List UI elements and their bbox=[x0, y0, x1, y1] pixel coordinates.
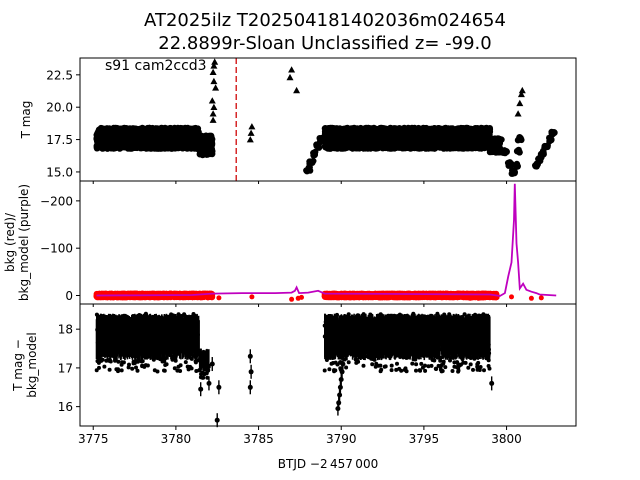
top-data-point bbox=[362, 144, 369, 152]
top-data-point bbox=[316, 135, 323, 142]
top-data-point bbox=[315, 144, 323, 151]
top-data-point bbox=[379, 130, 386, 137]
top-data-point bbox=[113, 125, 120, 132]
y-tick-label: 20.0 bbox=[46, 101, 73, 115]
top-data-point bbox=[381, 142, 388, 149]
top-data-point bbox=[160, 131, 168, 139]
top-data-point bbox=[424, 135, 432, 143]
top-data-point bbox=[361, 130, 368, 137]
top-data-point bbox=[426, 129, 433, 136]
top-data-point bbox=[496, 139, 503, 146]
top-data-point bbox=[537, 157, 544, 165]
top-data-point bbox=[481, 140, 488, 147]
y-tick-label: 22.5 bbox=[46, 68, 73, 82]
top-data-point bbox=[114, 141, 122, 149]
top-data-point bbox=[385, 130, 393, 137]
top-data-point bbox=[388, 141, 395, 149]
top-data-point bbox=[513, 160, 521, 168]
top-data-point bbox=[125, 142, 133, 149]
top-data-point bbox=[516, 149, 523, 156]
top-data-point bbox=[155, 145, 162, 152]
top-data-point bbox=[351, 132, 359, 139]
top-data-point bbox=[311, 151, 318, 158]
top-data-point bbox=[506, 159, 514, 166]
top-data-point bbox=[106, 125, 113, 133]
top-data-point bbox=[373, 143, 380, 151]
top-data-point bbox=[99, 132, 107, 140]
top-data-point bbox=[483, 128, 490, 136]
top-data-point bbox=[401, 124, 408, 132]
top-data-point bbox=[438, 142, 445, 150]
figure-title-line1: AT2025ilz T202504181402036m024654 bbox=[144, 10, 506, 31]
top-data-point bbox=[373, 137, 380, 145]
top-data-point bbox=[475, 140, 482, 148]
top-data-point bbox=[141, 144, 148, 151]
top-data-point bbox=[356, 145, 363, 152]
top-data-point bbox=[110, 137, 117, 144]
top-data-point bbox=[324, 140, 331, 147]
top-data-point bbox=[492, 149, 500, 156]
top-data-point bbox=[532, 163, 539, 170]
top-data-point bbox=[306, 160, 313, 167]
top-ylabel: T mag bbox=[19, 101, 33, 140]
top-data-point bbox=[403, 130, 410, 138]
top-data-point bbox=[203, 143, 211, 150]
top-annotation: s91 cam2ccd3 bbox=[105, 58, 207, 74]
top-data-point bbox=[516, 134, 523, 141]
top-data-point bbox=[499, 149, 507, 156]
top-data-point bbox=[167, 138, 174, 145]
top-data-point bbox=[368, 128, 375, 135]
top-data-point bbox=[469, 144, 477, 151]
top-data-point bbox=[196, 145, 203, 153]
top-data-point bbox=[454, 136, 461, 143]
top-data-point bbox=[401, 143, 408, 150]
top-data-point bbox=[180, 138, 187, 145]
top-data-point bbox=[181, 127, 188, 134]
top-data-point bbox=[174, 128, 181, 135]
top-data-point bbox=[129, 135, 136, 142]
panel-top: s91 cam2ccd3 15.0 17.5 20.0 22.5 T mag bbox=[19, 57, 577, 182]
top-data-point bbox=[430, 145, 437, 152]
top-data-point bbox=[446, 129, 453, 136]
top-data-point bbox=[487, 147, 494, 154]
top-data-point bbox=[190, 134, 198, 141]
top-data-point bbox=[438, 136, 446, 144]
top-data-point bbox=[160, 139, 168, 147]
top-data-point bbox=[410, 126, 417, 133]
top-data-point bbox=[365, 139, 373, 147]
top-data-point bbox=[326, 133, 334, 140]
top-data-point bbox=[198, 139, 205, 146]
top-data-point bbox=[470, 135, 477, 143]
top-data-point bbox=[167, 127, 175, 134]
y-tick-label: 17.5 bbox=[46, 133, 73, 147]
top-data-point bbox=[549, 129, 556, 136]
top-data-point bbox=[537, 150, 545, 158]
top-data-point bbox=[444, 140, 451, 147]
top-data-point bbox=[441, 125, 449, 132]
figure-title-line2: 22.8899r-Sloan Unclassified z= -99.0 bbox=[158, 33, 491, 54]
top-data-point bbox=[136, 140, 143, 147]
top-data-point bbox=[406, 139, 414, 146]
top-data-point bbox=[418, 133, 426, 140]
top-data-point bbox=[147, 130, 155, 137]
top-data-point bbox=[98, 126, 106, 133]
top-data-point bbox=[342, 144, 349, 152]
top-data-layer bbox=[93, 58, 558, 181]
top-data-point bbox=[462, 124, 470, 132]
top-data-point bbox=[132, 127, 139, 134]
top-data-point bbox=[142, 137, 149, 145]
top-data-point bbox=[187, 140, 194, 148]
top-data-point bbox=[413, 144, 420, 151]
top-data-point bbox=[322, 125, 329, 132]
y-tick-label: 15.0 bbox=[46, 165, 73, 179]
top-data-point bbox=[328, 126, 335, 133]
top-data-point bbox=[154, 127, 162, 134]
top-data-point bbox=[472, 127, 479, 134]
top-data-point bbox=[455, 145, 462, 152]
top-data-point bbox=[331, 141, 338, 148]
